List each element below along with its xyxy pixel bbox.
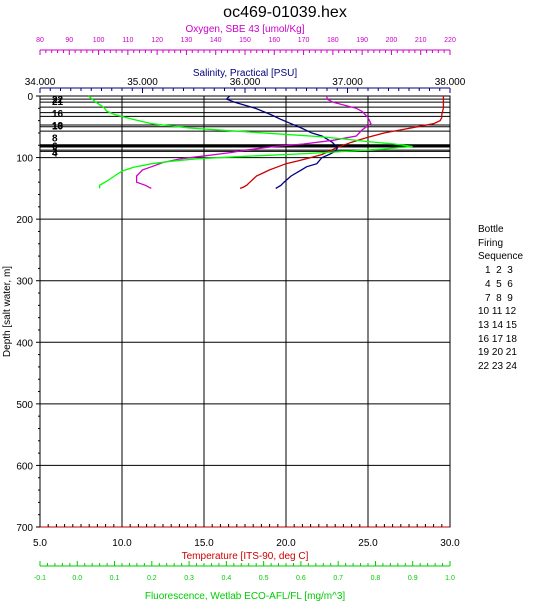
- fluorescence-tick-label: 0.4: [221, 575, 231, 582]
- plot-grid: [39, 95, 451, 528]
- legend-row: 22 23 24: [478, 361, 517, 373]
- temperature-tick-label: 20.0: [276, 538, 296, 549]
- temperature-tick-label: 30.0: [440, 538, 460, 549]
- oxygen-tick-label: 180: [327, 37, 339, 44]
- salinity-tick-label: 35.000: [127, 77, 158, 88]
- fluorescence-tick-label: 1.0: [445, 575, 455, 582]
- bottle-number-label: 4: [52, 149, 58, 160]
- depth-tick-label: 500: [16, 400, 33, 411]
- legend-row: 13 14 15: [478, 319, 517, 331]
- oxygen-tick-label: 130: [181, 37, 193, 44]
- fluorescence-tick-label: 0.7: [333, 575, 343, 582]
- depth-tick-label: 600: [16, 461, 33, 472]
- salinity-tick-label: 38.000: [435, 77, 466, 88]
- oxygen-tick-label: 190: [356, 37, 368, 44]
- oxygen-profile-line: [135, 96, 372, 189]
- legend-row: 7 8 9: [485, 292, 513, 304]
- fluorescence-tick-label: 0.9: [408, 575, 418, 582]
- legend-title-line: Sequence: [478, 251, 524, 263]
- legend-row: 19 20 21: [478, 347, 517, 359]
- legend-row: 1 2 3: [485, 265, 513, 277]
- fluorescence-profile-line: [88, 95, 413, 189]
- bottle-number-label: 21: [52, 97, 64, 108]
- bottle-number-label: 16: [52, 109, 64, 120]
- fluorescence-tick-label: -0.1: [34, 575, 46, 582]
- bottle-number-label: 3: [52, 147, 58, 158]
- temperature-profile-line: [239, 96, 445, 190]
- salinity-tick-label: 34.000: [25, 77, 56, 88]
- depth-axis-label: Depth [salt water, m]: [2, 266, 13, 357]
- temperature-tick-label: 10.0: [112, 538, 132, 549]
- depth-tick-label: 100: [16, 154, 33, 165]
- oxygen-tick-label: 120: [151, 37, 163, 44]
- depth-tick-label: 300: [16, 277, 33, 288]
- bottle-number-label: 13: [52, 121, 64, 132]
- plot-frame: [39, 95, 451, 528]
- temperature-tick-label: 25.0: [358, 538, 378, 549]
- oxygen-tick-label: 200: [386, 37, 398, 44]
- oxygen-tick-label: 160: [268, 37, 280, 44]
- depth-tick-label: 0: [27, 92, 33, 103]
- fluorescence-tick-label: 0.8: [371, 575, 381, 582]
- depth-tick-label: 400: [16, 338, 33, 349]
- fluorescence-tick-label: 0.2: [147, 575, 157, 582]
- oxygen-tick-label: 80: [36, 37, 44, 44]
- fluorescence-tick-label: 0.1: [110, 575, 120, 582]
- fluorescence-tick-label: 0.6: [296, 575, 306, 582]
- fluorescence-axis-label: Fluorescence, Wetlab ECO-AFL/FL [mg/m^3]: [145, 591, 346, 602]
- salinity-profile-line: [225, 95, 338, 189]
- depth-tick-label: 700: [16, 523, 33, 534]
- salinity-tick-label: 36.000: [230, 77, 261, 88]
- fluorescence-tick-label: 0.3: [184, 575, 194, 582]
- salinity-axis-label: Salinity, Practical [PSU]: [193, 68, 298, 79]
- bottle-number-label: 6: [52, 141, 58, 152]
- oxygen-tick-label: 110: [122, 37, 133, 44]
- oxygen-tick-label: 210: [415, 37, 427, 44]
- bottle-number-label: 22: [52, 95, 64, 106]
- profile-series: [88, 95, 445, 190]
- legend-row: 4 5 6: [485, 278, 513, 290]
- legend-row: 10 11 12: [478, 306, 517, 318]
- oxygen-tick-label: 90: [65, 37, 73, 44]
- temperature-tick-label: 15.0: [194, 538, 214, 549]
- bottle-firing-legend: Bottle Firing Sequence 1 2 3 4 5 6 7 8 9…: [478, 223, 523, 374]
- legend-title-line: Bottle: [478, 224, 504, 235]
- legend-title-line: Firing: [478, 237, 504, 249]
- oxygen-axis-label: Oxygen, SBE 43 [umol/Kg]: [186, 24, 305, 35]
- fluorescence-tick-label: 0.5: [259, 575, 269, 582]
- oxygen-tick-label: 220: [444, 37, 456, 44]
- temperature-tick-label: 5.0: [33, 538, 47, 549]
- oxygen-tick-label: 150: [239, 37, 251, 44]
- bottle-number-label: 8: [52, 133, 58, 144]
- oxygen-tick-label: 100: [93, 37, 105, 44]
- depth-tick-label: 200: [16, 215, 33, 226]
- oxygen-tick-label: 170: [298, 37, 310, 44]
- temperature-axis-label: Temperature [ITS-90, deg C]: [182, 551, 309, 562]
- fluorescence-tick-label: 0.0: [72, 575, 82, 582]
- bottle-number-label: 10: [52, 122, 64, 133]
- legend-row: 16 17 18: [478, 333, 517, 345]
- salinity-tick-label: 37.000: [332, 77, 363, 88]
- oxygen-tick-label: 140: [210, 37, 222, 44]
- chart-title: oc469-01039.hex: [223, 4, 347, 21]
- plot-axes: 0 100 200 300 400 500 600 700 Depth [salt water,…: [2, 24, 466, 602]
